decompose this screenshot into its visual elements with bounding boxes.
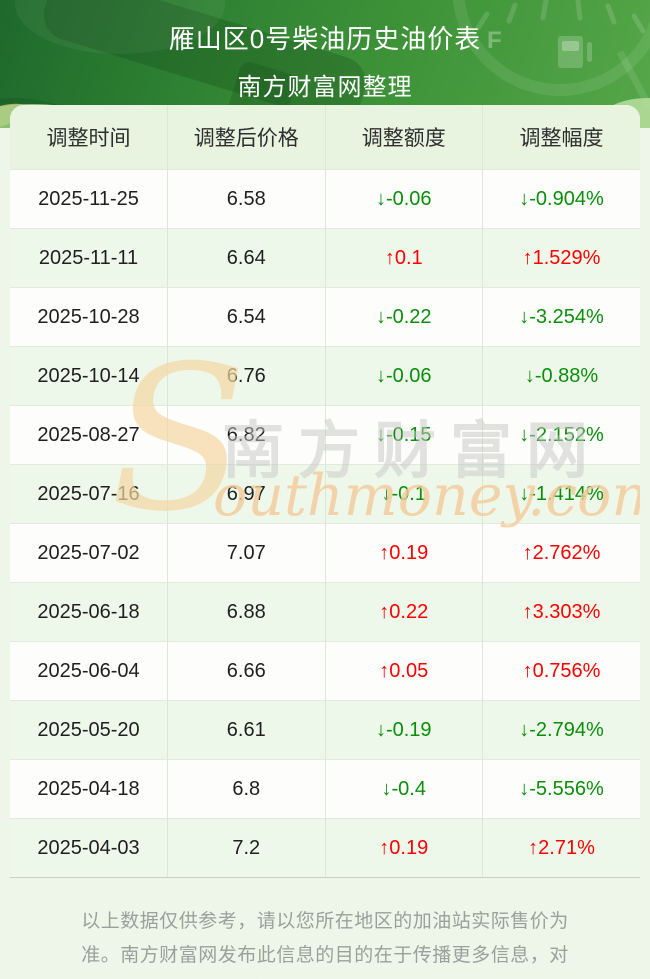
cell-price: 6.54 bbox=[167, 287, 325, 347]
table-row: 2025-07-02 7.07 ↑0.19 ↑2.762% bbox=[10, 523, 640, 583]
pump-icon bbox=[558, 36, 592, 68]
cell-price: 6.97 bbox=[167, 464, 325, 524]
cell-date: 2025-06-18 bbox=[10, 582, 168, 642]
page-subtitle: 南方财富网整理 bbox=[237, 74, 413, 101]
column-header-price: 调整后价格 bbox=[167, 105, 325, 170]
table-row: 2025-08-27 6.82 ↓-0.15 ↓-2.152% bbox=[10, 405, 640, 465]
cell-price: 6.58 bbox=[167, 169, 325, 229]
cell-date: 2025-04-18 bbox=[10, 759, 168, 819]
page-title: 雁山区0号柴油历史油价表 bbox=[168, 24, 482, 54]
cell-range: ↓-5.556% bbox=[482, 759, 640, 819]
column-header-date: 调整时间 bbox=[10, 105, 168, 170]
cell-range: ↑0.756% bbox=[482, 641, 640, 701]
cell-change: ↑0.19 bbox=[324, 818, 483, 877]
cell-range: ↑1.529% bbox=[482, 228, 640, 288]
cell-change: ↑0.05 bbox=[324, 641, 483, 701]
cell-range: ↑3.303% bbox=[482, 582, 640, 642]
column-header-range: 调整幅度 bbox=[482, 105, 640, 170]
cell-range: ↓-2.152% bbox=[482, 405, 640, 465]
cell-change: ↓-0.22 bbox=[324, 287, 483, 347]
table-row: 2025-04-18 6.8 ↓-0.4 ↓-5.556% bbox=[10, 759, 640, 819]
cell-change: ↓-0.06 bbox=[324, 169, 483, 229]
cell-date: 2025-11-11 bbox=[10, 228, 168, 288]
cell-price: 6.76 bbox=[167, 346, 325, 406]
cell-date: 2025-11-25 bbox=[10, 169, 168, 229]
table-row: 2025-06-18 6.88 ↑0.22 ↑3.303% bbox=[10, 582, 640, 642]
price-history-table: 调整时间 调整后价格 调整额度 调整幅度 2025-11-25 6.58 ↓-0.0… bbox=[10, 105, 640, 877]
cell-price: 6.61 bbox=[167, 700, 325, 760]
cell-date: 2025-08-27 bbox=[10, 405, 168, 465]
cell-date: 2025-10-14 bbox=[10, 346, 168, 406]
cell-price: 6.64 bbox=[167, 228, 325, 288]
cell-date: 2025-05-20 bbox=[10, 700, 168, 760]
cell-change: ↓-0.06 bbox=[324, 346, 483, 406]
cell-date: 2025-04-03 bbox=[10, 818, 168, 877]
header-row: 调整时间 调整后价格 调整额度 调整幅度 bbox=[10, 105, 640, 170]
cell-range: ↓-3.254% bbox=[482, 287, 640, 347]
cell-change: ↑0.22 bbox=[324, 582, 483, 642]
cell-price: 7.2 bbox=[167, 818, 325, 877]
table-row: 2025-05-20 6.61 ↓-0.19 ↓-2.794% bbox=[10, 700, 640, 760]
cell-price: 6.66 bbox=[167, 641, 325, 701]
cell-change: ↓-0.19 bbox=[324, 700, 483, 760]
table-row: 2025-10-28 6.54 ↓-0.22 ↓-3.254% bbox=[10, 287, 640, 347]
table-row: 2025-10-14 6.76 ↓-0.06 ↓-0.88% bbox=[10, 346, 640, 406]
disclaimer-text: 以上数据仅供参考，请以您所在地区的加油站实际售价为准。南方财富网发布此信息的目的… bbox=[81, 911, 569, 966]
table-body: 2025-11-25 6.58 ↓-0.06 ↓-0.904% 2025-11-11 6.… bbox=[10, 169, 640, 877]
price-table-card: 调整时间 调整后价格 调整额度 调整幅度 2025-11-25 6.58 ↓-0.0… bbox=[10, 105, 640, 878]
cell-change: ↑0.19 bbox=[324, 523, 483, 583]
cell-date: 2025-07-16 bbox=[10, 464, 168, 524]
cell-price: 6.88 bbox=[167, 582, 325, 642]
table-row: 2025-07-16 6.97 ↓-0.1 ↓-1.414% bbox=[10, 464, 640, 524]
cell-change: ↓-0.1 bbox=[324, 464, 483, 524]
cell-date: 2025-06-04 bbox=[10, 641, 168, 701]
cell-price: 6.82 bbox=[167, 405, 325, 465]
cell-change: ↑0.1 bbox=[324, 228, 483, 288]
cell-range: ↓-0.88% bbox=[482, 346, 640, 406]
cell-date: 2025-07-02 bbox=[10, 523, 168, 583]
table-row: 2025-11-25 6.58 ↓-0.06 ↓-0.904% bbox=[10, 169, 640, 229]
cell-range: ↑2.71% bbox=[482, 818, 640, 877]
column-header-change: 调整额度 bbox=[324, 105, 483, 170]
svg-text:F: F bbox=[487, 27, 502, 54]
cell-change: ↓-0.15 bbox=[324, 405, 483, 465]
cell-range: ↓-1.414% bbox=[482, 464, 640, 524]
table-row: 2025-06-04 6.66 ↑0.05 ↑0.756% bbox=[10, 641, 640, 701]
cell-range: ↑2.762% bbox=[482, 523, 640, 583]
table-header: 调整时间 调整后价格 调整额度 调整幅度 bbox=[10, 105, 640, 170]
cell-date: 2025-10-28 bbox=[10, 287, 168, 347]
cell-range: ↓-0.904% bbox=[482, 169, 640, 229]
cell-price: 7.07 bbox=[167, 523, 325, 583]
cell-price: 6.8 bbox=[167, 759, 325, 819]
table-row: 2025-11-11 6.64 ↑0.1 ↑1.529% bbox=[10, 228, 640, 288]
table-row: 2025-04-03 7.2 ↑0.19 ↑2.71% bbox=[10, 818, 640, 877]
cell-change: ↓-0.4 bbox=[324, 759, 483, 819]
cell-range: ↓-2.794% bbox=[482, 700, 640, 760]
